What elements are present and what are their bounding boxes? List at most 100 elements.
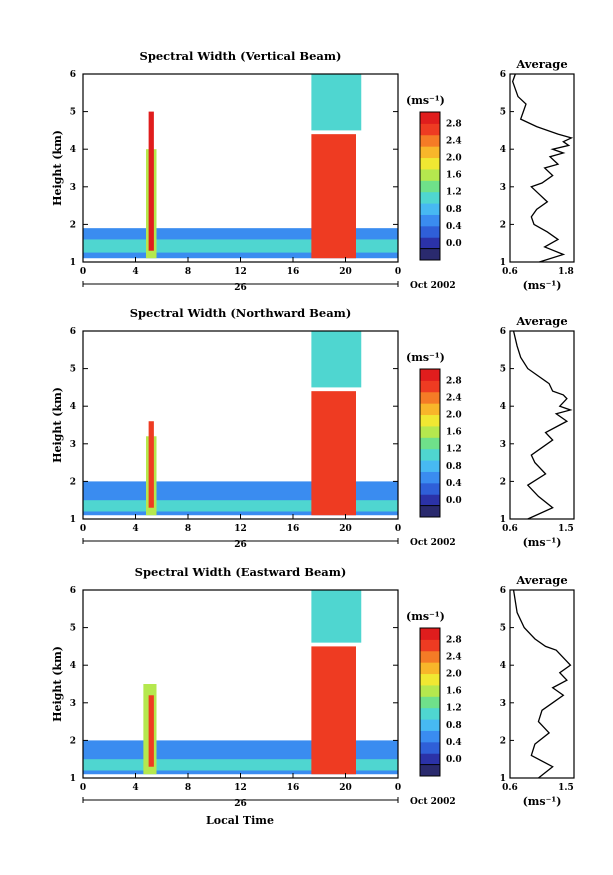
x-tick-label: 0 — [395, 267, 401, 277]
colorbar-swatch — [420, 180, 440, 193]
y-tick-label: 6 — [70, 70, 76, 80]
y-tick-label: 5 — [70, 108, 76, 118]
date-day: 26 — [234, 283, 247, 293]
colorbar-swatch — [420, 123, 440, 136]
heatmap-cell — [148, 111, 154, 251]
colorbar-label: 2.4 — [446, 652, 462, 662]
profile-x-tick-label: 0.6 — [502, 267, 518, 277]
profile-x-tick-label: 1.8 — [558, 267, 574, 277]
profile-frame — [509, 73, 575, 263]
colorbar-label: 1.6 — [446, 428, 462, 438]
colorbar-swatch — [420, 380, 440, 393]
profile-y-tick-label: 1 — [500, 515, 506, 525]
colorbar-swatch — [420, 214, 440, 227]
panel-3: Spectral Width (Eastward Beam)0 4 8 12 16 20 0… — [51, 565, 575, 809]
date-label: Oct 2002 — [410, 797, 456, 807]
colorbar-swatch — [420, 639, 440, 652]
y-tick-label: 1 — [70, 258, 76, 268]
profile-y-tick-label: 2 — [500, 477, 506, 487]
colorbar-swatch — [420, 730, 440, 743]
profile-x-tick-label: 1.5 — [558, 524, 574, 534]
colorbar-label: 2.8 — [446, 376, 462, 386]
colorbar-label: 1.6 — [446, 171, 462, 181]
y-tick-label: 6 — [70, 327, 76, 337]
colorbar-swatch — [420, 494, 440, 507]
colorbar-label: 2.8 — [446, 635, 462, 645]
profile-y-tick-label: 2 — [500, 220, 506, 230]
profile-y-tick-label: 5 — [500, 365, 506, 375]
colorbar-swatch — [420, 369, 440, 381]
heatmap-cell — [83, 759, 398, 771]
date-label: Oct 2002 — [410, 538, 456, 548]
colorbar-swatch — [420, 391, 440, 404]
heatmap-title: Spectral Width (Eastward Beam) — [135, 565, 347, 579]
heatmap-cell — [148, 695, 154, 767]
y-tick-label: 4 — [70, 661, 76, 671]
profile-y-tick-label: 3 — [500, 699, 506, 709]
colorbar-swatch — [420, 414, 440, 427]
colorbar-label: 0.8 — [446, 721, 462, 731]
profile-frame — [509, 589, 575, 779]
colorbar-swatch — [420, 448, 440, 461]
heatmap-cell — [311, 590, 362, 643]
x-tick-label: 12 — [234, 267, 247, 277]
colorbar-label: 0.8 — [446, 205, 462, 215]
x-tick-label: 4 — [132, 783, 138, 793]
x-tick-label: 4 — [132, 267, 138, 277]
colorbar-swatch — [420, 157, 440, 170]
colorbar-label: 0.4 — [446, 222, 462, 232]
x-tick-label: 8 — [185, 267, 191, 277]
colorbar-swatch — [420, 741, 440, 754]
colorbar-swatch — [420, 146, 440, 159]
profile-line — [512, 589, 572, 779]
colorbar-swatch — [420, 673, 440, 686]
profile-x-label: (ms⁻¹) — [523, 795, 562, 808]
colorbar-label: 0.4 — [446, 738, 462, 748]
x-tick-label: 0 — [395, 783, 401, 793]
colorbar-label: 0.8 — [446, 462, 462, 472]
colorbar-swatch — [420, 191, 440, 204]
x-tick-label: 20 — [339, 267, 352, 277]
colorbar-swatch — [420, 764, 440, 777]
x-axis-label: Local Time — [206, 814, 274, 827]
date-day: 26 — [234, 799, 247, 809]
y-tick-label: 2 — [70, 220, 76, 230]
profile-x-tick-label: 1.5 — [558, 783, 574, 793]
y-tick-label: 3 — [70, 699, 76, 709]
y-tick-label: 4 — [70, 402, 76, 412]
colorbar-swatch — [420, 425, 440, 438]
colorbar-swatch — [420, 628, 440, 640]
colorbar-label: 2.0 — [446, 670, 462, 680]
date-day: 26 — [234, 540, 247, 550]
y-tick-label: 3 — [70, 440, 76, 450]
y-tick-label: 5 — [70, 365, 76, 375]
profile-x-label: (ms⁻¹) — [523, 279, 562, 292]
colorbar-swatch — [420, 707, 440, 720]
colorbar-swatch — [420, 203, 440, 215]
profile-y-tick-label: 3 — [500, 440, 506, 450]
heatmap-cell — [148, 421, 154, 508]
colorbar-swatch — [420, 684, 440, 697]
y-tick-label: 3 — [70, 183, 76, 193]
heatmap-title: Spectral Width (Vertical Beam) — [140, 49, 342, 63]
colorbar-swatch — [420, 753, 440, 766]
x-tick-label: 0 — [395, 524, 401, 534]
x-tick-label: 12 — [234, 524, 247, 534]
y-tick-label: 2 — [70, 736, 76, 746]
colorbar-swatch — [420, 237, 440, 250]
colorbar-swatch — [420, 460, 440, 472]
colorbar-frame — [419, 111, 441, 261]
colorbar-frame — [419, 627, 441, 777]
x-tick-label: 0 — [80, 524, 86, 534]
profile-y-tick-label: 4 — [500, 145, 506, 155]
colorbar-swatch — [420, 696, 440, 709]
y-tick-label: 1 — [70, 515, 76, 525]
profile-frame — [509, 330, 575, 520]
colorbar-swatch — [420, 403, 440, 416]
profile-line — [511, 73, 574, 263]
panel-1: Spectral Width (Vertical Beam)0 4 8 12 16 20 0… — [51, 49, 575, 293]
profile-y-tick-label: 1 — [500, 258, 506, 268]
y-axis-label: Height (km) — [51, 387, 64, 463]
x-tick-label: 16 — [287, 267, 300, 277]
profile-x-label: (ms⁻¹) — [523, 536, 562, 549]
